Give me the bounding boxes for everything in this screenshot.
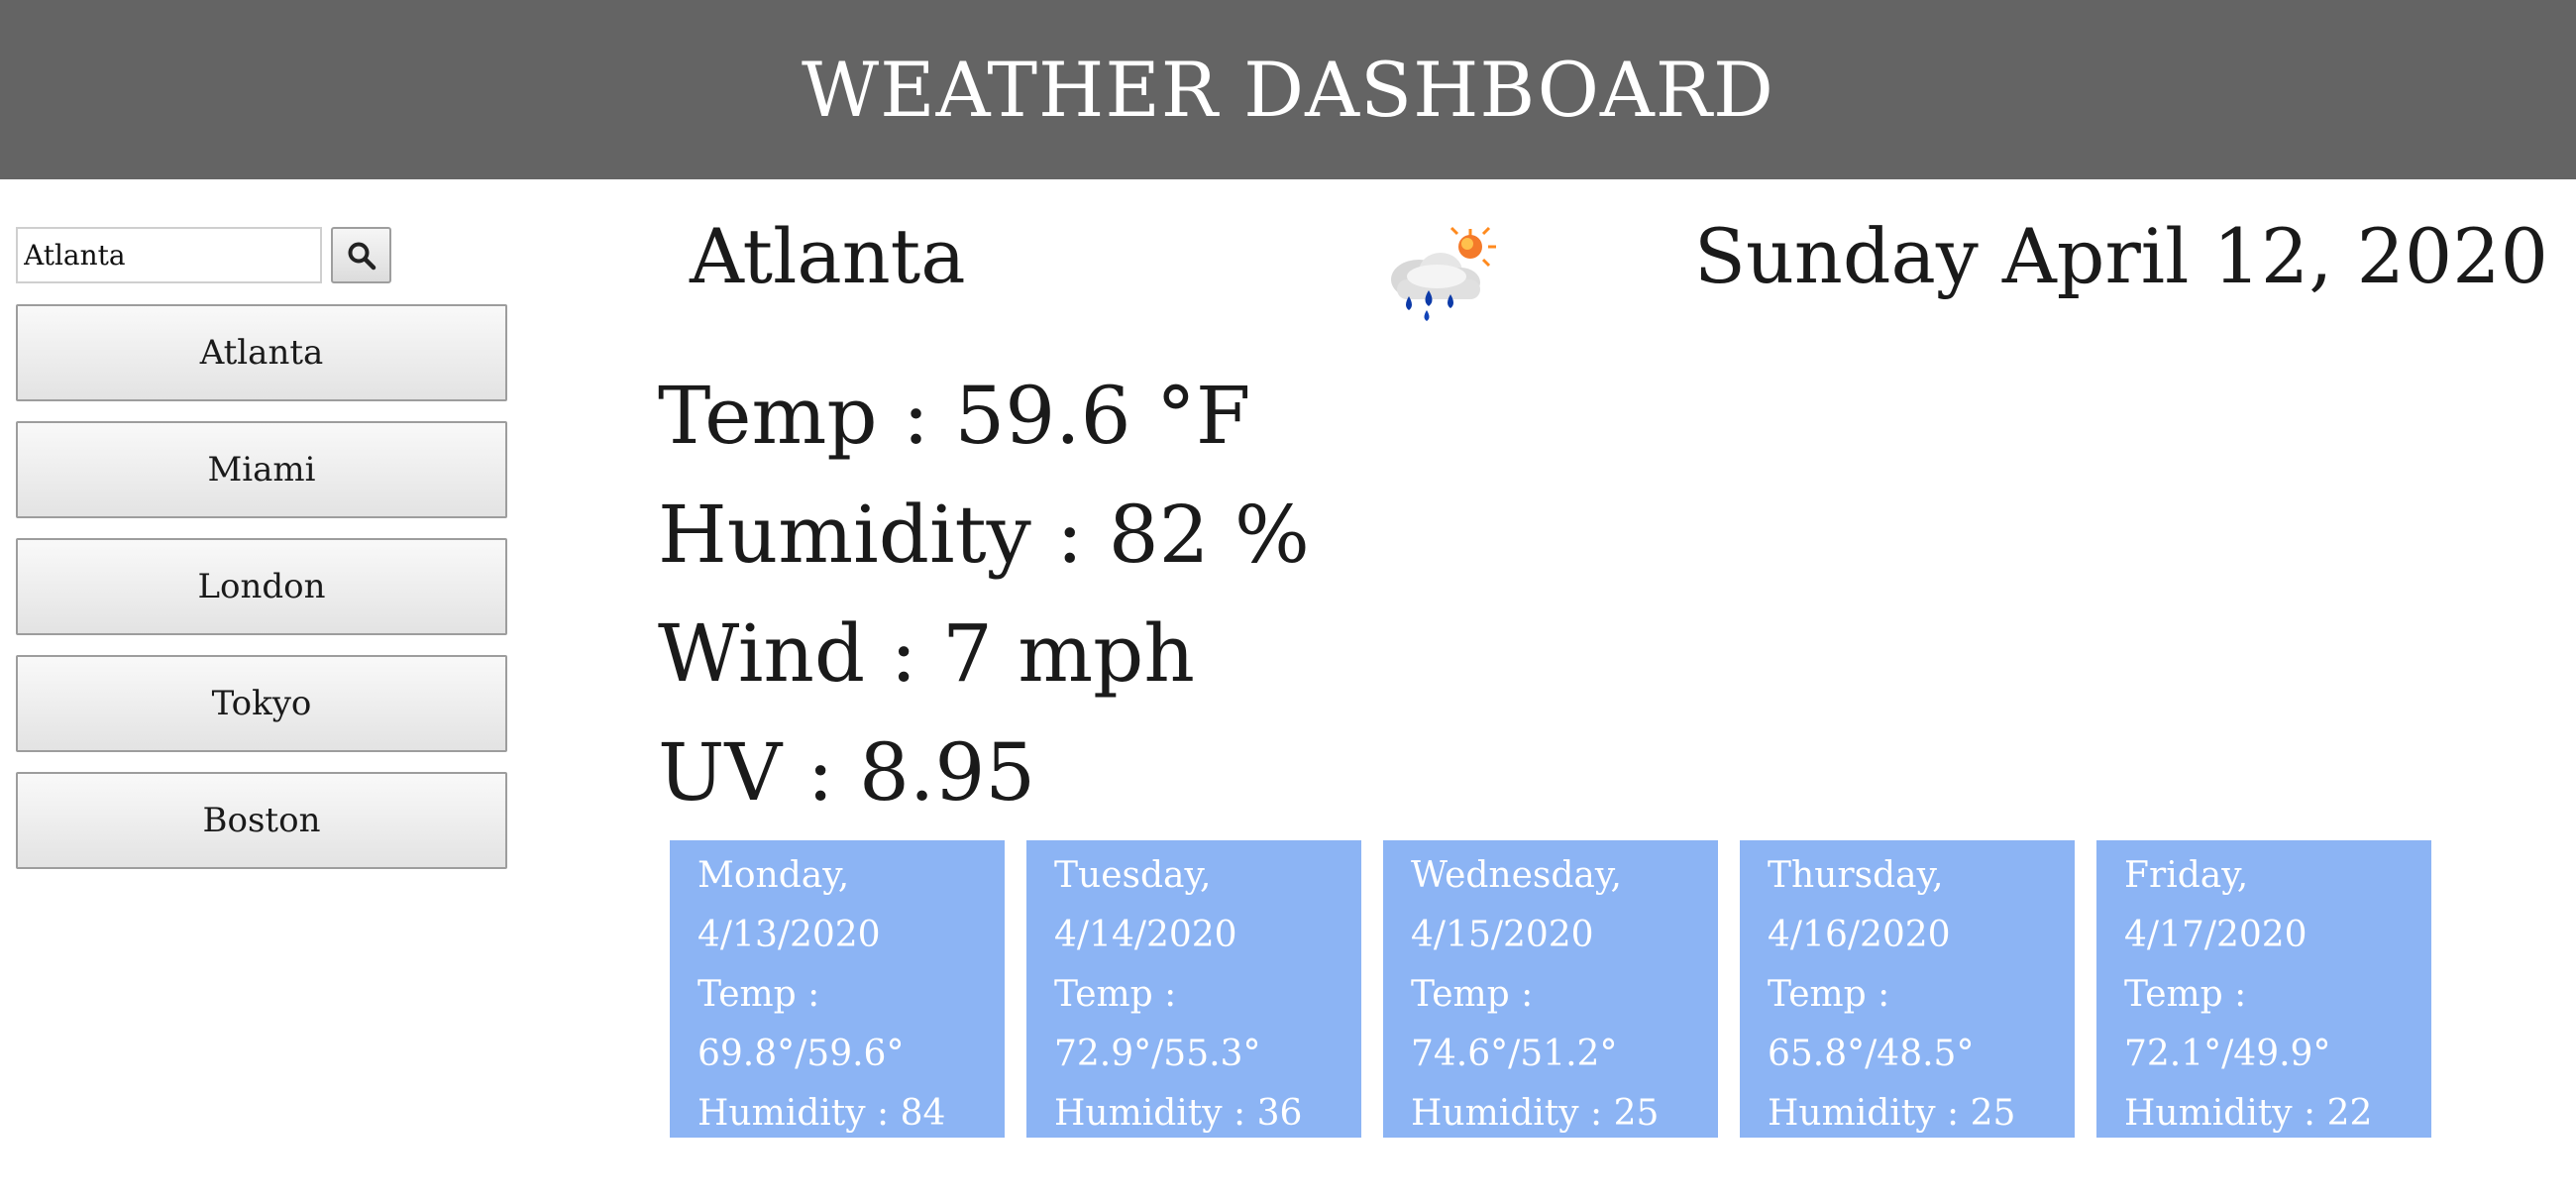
forecast-humidity: Humidity : 22 % xyxy=(2124,1093,2373,1193)
forecast-temp-label: Temp : xyxy=(1768,974,1890,1015)
forecast-temp-label: Temp : xyxy=(2124,974,2247,1015)
forecast-temp: 74.6°/51.2° xyxy=(1411,1034,1618,1074)
current-temperature: Temp : 59.6 °F xyxy=(658,370,1251,462)
forecast-temp: 72.9°/55.3° xyxy=(1054,1034,1261,1074)
forecast-day: Wednesday, xyxy=(1411,855,1622,896)
page-header: WEATHER DASHBOARD xyxy=(0,0,2576,179)
forecast-day: Tuesday, xyxy=(1054,855,1212,896)
forecast-card-monday: Monday, 4/13/2020 Temp : 69.8°/59.6° Hum… xyxy=(670,840,1005,1193)
search-bar xyxy=(16,227,391,283)
forecast-temp: 69.8°/59.6° xyxy=(698,1034,905,1074)
forecast-card-wednesday: Wednesday, 4/15/2020 Temp : 74.6°/51.2° … xyxy=(1383,840,1718,1193)
forecast-humidity: Humidity : 25 % xyxy=(1768,1093,2016,1193)
forecast-date: 4/13/2020 xyxy=(698,915,881,955)
city-button-boston[interactable]: Boston xyxy=(16,772,507,869)
current-uv-index: UV : 8.95 xyxy=(658,726,1036,819)
current-wind: Wind : 7 mph xyxy=(658,607,1195,700)
forecast-day: Thursday, xyxy=(1768,855,1944,896)
forecast-humidity: Humidity : 25 % xyxy=(1411,1093,1660,1193)
city-button-london[interactable]: London xyxy=(16,538,507,635)
page-title: WEATHER DASHBOARD xyxy=(802,46,1774,134)
forecast-date: 4/15/2020 xyxy=(1411,915,1594,955)
forecast-day: Monday, xyxy=(698,855,850,896)
forecast-humidity: Humidity : 36 % xyxy=(1054,1093,1303,1193)
city-button-atlanta[interactable]: Atlanta xyxy=(16,304,507,401)
forecast-temp: 72.1°/49.9° xyxy=(2124,1034,2331,1074)
forecast-card-thursday: Thursday, 4/16/2020 Temp : 65.8°/48.5° H… xyxy=(1740,840,2075,1193)
forecast-day: Friday, 4/17/2020 xyxy=(2124,855,2308,955)
forecast-card-tuesday: Tuesday, 4/14/2020 Temp : 72.9°/55.3° Hu… xyxy=(1026,840,1361,1193)
city-history-list: Atlanta Miami London Tokyo Boston xyxy=(16,304,507,889)
current-city-name: Atlanta xyxy=(690,212,966,300)
search-icon xyxy=(348,242,376,270)
search-button[interactable] xyxy=(331,227,391,283)
forecast-temp: 65.8°/48.5° xyxy=(1768,1034,1975,1074)
forecast-temp-label: Temp : xyxy=(698,974,820,1015)
search-input[interactable] xyxy=(16,227,322,283)
current-humidity: Humidity : 82 % xyxy=(658,489,1310,581)
forecast-date: 4/16/2020 xyxy=(1768,915,1951,955)
five-day-forecast: Monday, 4/13/2020 Temp : 69.8°/59.6° Hum… xyxy=(670,840,2453,1193)
forecast-date: 4/14/2020 xyxy=(1054,915,1237,955)
forecast-temp-label: Temp : xyxy=(1054,974,1177,1015)
rain-sun-cloud-icon xyxy=(1391,226,1496,321)
current-date: Sunday April 12, 2020 xyxy=(1693,212,2548,300)
forecast-temp-label: Temp : xyxy=(1411,974,1534,1015)
city-button-tokyo[interactable]: Tokyo xyxy=(16,655,507,752)
forecast-card-friday: Friday, 4/17/2020 Temp : 72.1°/49.9° Hum… xyxy=(2096,840,2431,1193)
forecast-humidity: Humidity : 84 % xyxy=(698,1093,946,1193)
city-button-miami[interactable]: Miami xyxy=(16,421,507,518)
